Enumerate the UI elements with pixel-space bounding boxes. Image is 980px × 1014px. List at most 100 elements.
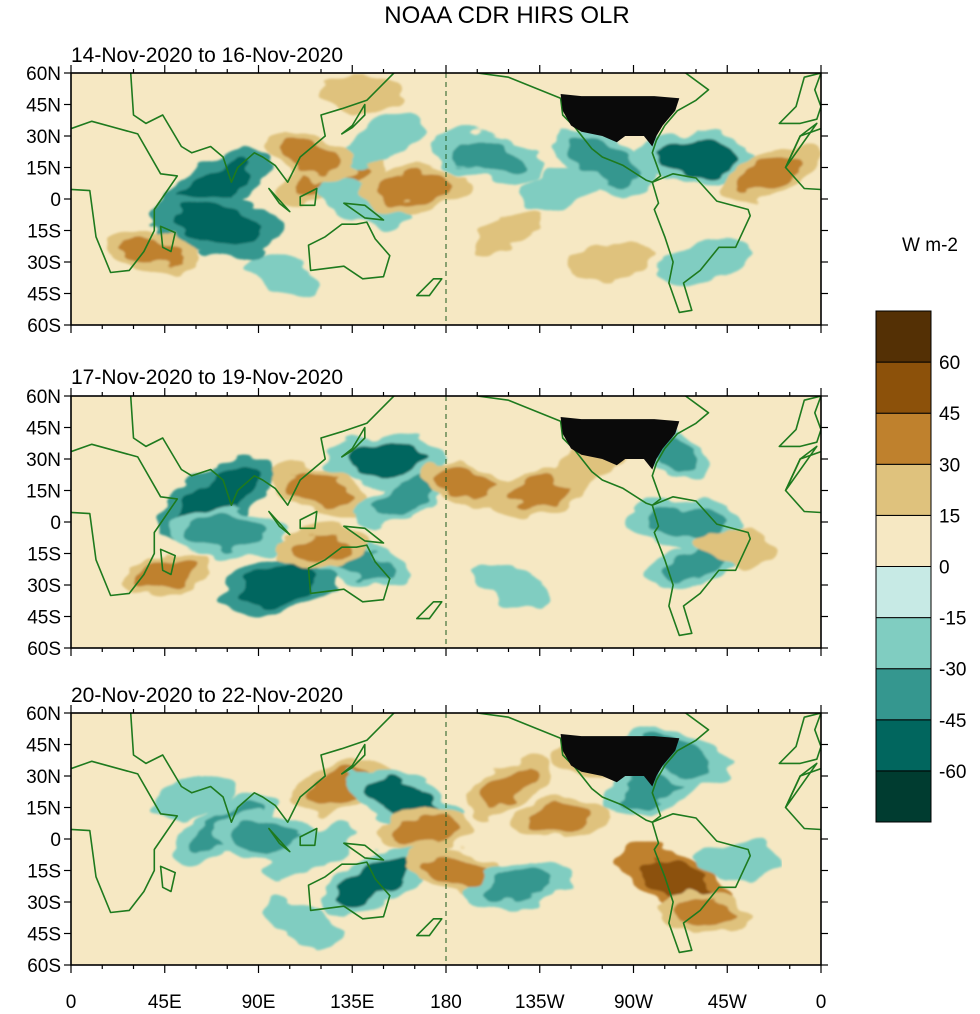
lon-tick-label: 135W (515, 992, 565, 1013)
lat-tick-label: 15S (27, 222, 61, 243)
anomaly-blob (423, 854, 490, 887)
lon-tick-label: 0 (66, 992, 77, 1013)
continent-outline (268, 187, 291, 213)
continent-outline (784, 122, 818, 169)
lat-tick-label: 15N (26, 159, 61, 180)
lat-tick-label: 0 (50, 513, 61, 534)
anomaly-blob (373, 477, 436, 517)
anomaly-blob (172, 204, 262, 244)
anomaly-blob (237, 564, 321, 606)
panel-3-title: 20-Nov-2020 to 22-Nov-2020 (71, 684, 343, 707)
lat-tick-label: 45S (27, 285, 61, 306)
continent-outline (340, 103, 366, 135)
continent-outline (340, 743, 366, 775)
continent-outline (415, 600, 443, 620)
lat-tick-label: 30S (27, 576, 61, 597)
continent-outline (129, 713, 397, 824)
anomaly-blob (343, 441, 424, 477)
panel-2-land-outlines (71, 396, 821, 637)
anomaly-blob (655, 139, 737, 175)
lat-tick-label: 15S (27, 545, 61, 566)
continent-outline (651, 173, 752, 314)
colorbar-tick-label: 45 (939, 404, 960, 425)
colorbar: -60 -45 -30 -15 0 15 30 45 60 (875, 310, 966, 823)
continent-outline (778, 396, 821, 448)
colorbar-units: W m-2 (902, 235, 958, 256)
anomaly-blob (450, 139, 526, 175)
continent-outline (307, 221, 391, 280)
continent-outline (159, 548, 176, 576)
figure-title: NOAA CDR HIRS OLR (384, 2, 629, 29)
map-panel-3: 20-Nov-2020 to 22-Nov-2020 60N 45N 30N 15N 0… (26, 684, 828, 1013)
longitude-labels: 0 45E 90E 135E 180 135W 90W 45W 0 (66, 992, 827, 1013)
colorbar-tick-label: -15 (939, 609, 966, 630)
continent-outline (343, 202, 385, 221)
colorbar-swatch (875, 310, 932, 363)
colorbar-swatch (875, 566, 932, 619)
lon-tick-label: 135E (330, 992, 374, 1013)
continent-outline (307, 544, 391, 603)
anomaly-blob (567, 139, 638, 184)
lon-tick-label: 90E (242, 992, 276, 1013)
panel-2-title: 17-Nov-2020 to 19-Nov-2020 (71, 366, 343, 389)
anomaly-blob (289, 533, 353, 561)
map-panel-1: 14-Nov-2020 to 16-Nov-2020 60N 45N 30N 15N 0… (26, 44, 828, 337)
colorbar-swatch (875, 617, 932, 670)
anomaly-blob (486, 215, 531, 246)
panel-3-axes: 60N 45N 30N 15N 0 15S 30S 45S 60S (26, 704, 828, 977)
anomaly-blob (289, 472, 353, 509)
panel-1-land-outlines (71, 73, 821, 314)
continent-outline (159, 865, 176, 893)
lat-tick-label: 0 (50, 190, 61, 211)
continent-outline (299, 827, 318, 847)
colorbar-tick-label: 60 (939, 353, 960, 374)
lat-tick-label: 60N (26, 704, 61, 725)
anomaly-blob (483, 868, 555, 902)
continent-outline (71, 443, 179, 597)
panel-1-title: 14-Nov-2020 to 16-Nov-2020 (71, 44, 343, 67)
lat-tick-label: 60N (26, 387, 61, 408)
lat-tick-label: 30N (26, 767, 61, 788)
continent-outline (268, 510, 291, 536)
continent-outline (651, 495, 752, 637)
anomaly-blob (480, 767, 537, 806)
anomaly-blob (710, 535, 765, 560)
anomaly-blob (435, 469, 498, 499)
anomaly-blob (354, 122, 413, 159)
continent-outline (71, 760, 179, 914)
continent-outline (129, 73, 397, 183)
colorbar-tick-label: -60 (939, 762, 966, 783)
continent-outline (71, 120, 179, 274)
lat-tick-label: 60S (27, 956, 61, 977)
continent-outline (476, 713, 710, 824)
anomaly-blob (393, 815, 457, 842)
colorbar-tick-label: -45 (939, 711, 966, 732)
panel-1-anomaly-field (107, 75, 818, 295)
colorbar-swatch (875, 361, 932, 414)
continent-outline (159, 225, 176, 253)
continent-outline (778, 73, 821, 125)
continent-outline (415, 277, 443, 297)
anomaly-blob (533, 176, 588, 201)
continent-outline (129, 396, 397, 507)
anomaly-blob (583, 249, 642, 275)
colorbar-tick-label: 0 (939, 558, 950, 579)
anomaly-blob (274, 908, 326, 938)
anomaly-blob (167, 782, 225, 812)
anomaly-blob (736, 156, 802, 192)
panel-2-axes: 60N 45N 30N 15N 0 15S 30S 45S 60S (26, 387, 828, 660)
colorbar-swatch (875, 514, 932, 568)
anomaly-blob (529, 804, 592, 832)
continent-outline (784, 445, 818, 492)
colorbar-swatch (875, 463, 932, 516)
lat-tick-label: 30S (27, 253, 61, 274)
continent-outline (651, 812, 752, 954)
anomaly-blob (253, 257, 305, 288)
lat-tick-label: 45N (26, 419, 61, 440)
continent-outline (343, 525, 385, 544)
lat-tick-label: 15S (27, 862, 61, 883)
colorbar-swatch (875, 412, 932, 465)
continent-outline (299, 510, 318, 530)
lat-tick-label: 60N (26, 64, 61, 85)
